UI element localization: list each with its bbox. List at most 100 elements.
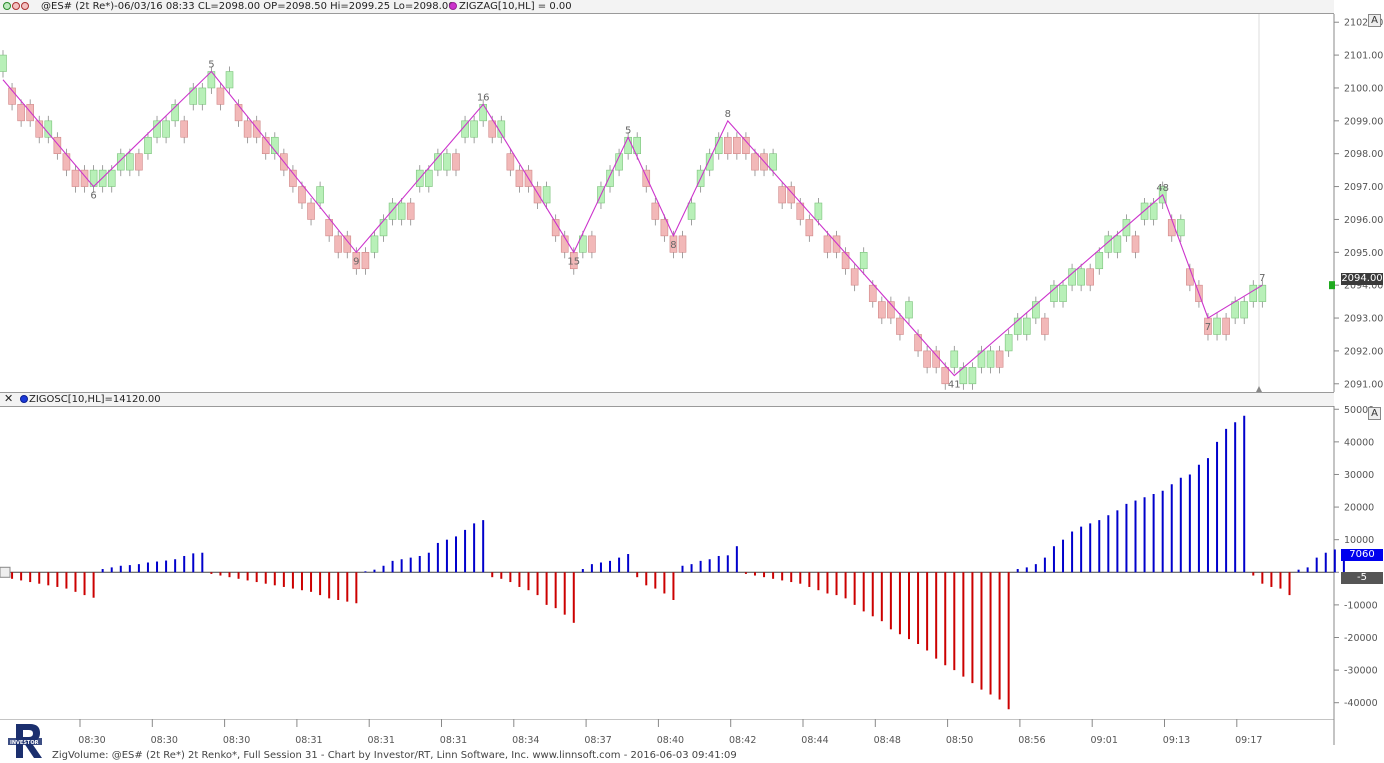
renko-brick — [216, 87, 225, 105]
zigzag-pivot-label: 5 — [208, 60, 214, 71]
renko-brick — [397, 202, 406, 220]
renko-brick — [1032, 301, 1040, 319]
osc-tick-label: 40000 — [1344, 437, 1374, 448]
renko-brick — [986, 350, 995, 368]
zigzag-line — [2, 70, 1263, 377]
renko-brick — [1258, 284, 1267, 302]
osc-tick-label: 20000 — [1344, 503, 1374, 514]
time-label: 09:13 — [1163, 735, 1190, 746]
renko-brick — [678, 235, 687, 253]
price-tick-label: 2101.00 — [1344, 51, 1383, 62]
status-red-icon[interactable] — [12, 2, 20, 10]
time-axis: 08:30 08:30 08:30 08:31 08:31 08:31 08:34 08:37… — [0, 719, 1335, 746]
renko-brick — [261, 136, 270, 154]
price-chart[interactable]: 2102.00 2101.00 2100.00 2099.00 2098.00 2097.… — [0, 14, 1384, 392]
close-pane-icon[interactable]: ✕ — [4, 392, 14, 405]
time-label: 09:01 — [1091, 735, 1118, 746]
instrument-info: @ES# (2t Re*)-06/03/16 08:33 CL=2098.00 … — [41, 1, 455, 12]
renko-brick — [977, 350, 986, 368]
renko-brick — [379, 219, 388, 237]
renko-brick — [1050, 284, 1058, 302]
zigzag-pivot-label: 48 — [1156, 183, 1169, 194]
status-red-icon-2[interactable] — [21, 2, 29, 10]
osc-tick-label: 10000 — [1344, 535, 1374, 546]
zigzag-pivot-label: 7 — [1259, 273, 1265, 284]
renko-brick — [859, 252, 868, 270]
time-label: 09:17 — [1235, 735, 1262, 746]
renko-brick — [968, 367, 977, 385]
price-tick-label: 2096.00 — [1344, 215, 1383, 226]
osc-zero-handle — [0, 566, 11, 578]
renko-brick — [1113, 235, 1122, 253]
renko-brick — [787, 186, 796, 204]
renko-brick — [298, 186, 306, 204]
time-label: 08:31 — [295, 735, 322, 746]
renko-brick — [1086, 268, 1094, 286]
time-label: 08:56 — [1018, 735, 1045, 746]
renko-brick — [343, 235, 352, 253]
renko-brick — [452, 153, 460, 171]
current-bar-marker — [1256, 386, 1262, 392]
renko-brick — [443, 153, 451, 171]
osc-autoscale-button[interactable]: A — [1368, 407, 1381, 420]
renko-brick — [334, 235, 343, 253]
renko-brick — [252, 120, 261, 138]
zigosc-indicator-label[interactable]: ZIGOSC[10,HL]=14120.00 — [29, 394, 161, 405]
renko-brick — [1213, 317, 1221, 335]
zigzag-pivot-label: 15 — [567, 256, 580, 267]
renko-brick — [615, 153, 623, 171]
renko-brick — [660, 219, 669, 237]
status-green-icon[interactable] — [3, 2, 11, 10]
renko-brick — [742, 136, 750, 154]
time-label: 08:37 — [584, 735, 611, 746]
price-tick-label: 2102.00 — [1344, 18, 1383, 29]
price-autoscale-button[interactable]: A — [1368, 14, 1381, 27]
renko-brick — [751, 153, 759, 171]
time-label: 08:30 — [151, 735, 178, 746]
renko-brick — [805, 219, 814, 237]
renko-brick — [171, 104, 179, 122]
renko-brick — [932, 350, 940, 368]
renko-brick — [1231, 301, 1239, 319]
osc-tick-label: 30000 — [1344, 470, 1374, 481]
renko-brick — [144, 136, 152, 154]
renko-brick — [1177, 219, 1185, 237]
osc-pane-header: ✕ ZIGOSC[10,HL]=14120.00 — [0, 392, 1334, 407]
osc-tick-label: -30000 — [1344, 666, 1378, 677]
zigzag-pivot-label: 5 — [625, 125, 631, 136]
renko-brick — [651, 202, 660, 220]
renko-brick — [542, 186, 551, 204]
osc-value-label: 7060 — [1341, 549, 1383, 561]
zigzag-pivot-label: 8 — [725, 109, 731, 120]
renko-brick — [533, 186, 542, 204]
renko-brick — [1059, 284, 1067, 302]
zigzag-color-icon — [449, 2, 457, 10]
renko-brick — [1041, 317, 1049, 335]
renko-brick — [850, 268, 859, 286]
oscillator-chart[interactable]: 50000 40000 30000 20000 10000 -10000 -20000 -30… — [0, 406, 1384, 719]
renko-brick — [941, 367, 950, 385]
renko-brick — [905, 301, 913, 319]
renko-brick — [1013, 317, 1022, 335]
renko-brick — [126, 153, 134, 171]
renko-brick — [868, 284, 877, 302]
price-tick-label: 2097.00 — [1344, 182, 1383, 193]
time-label: 08:44 — [801, 735, 828, 746]
renko-brick — [714, 136, 723, 154]
renko-brick — [515, 169, 524, 187]
renko-brick — [624, 136, 632, 154]
renko-brick — [243, 120, 252, 138]
time-label: 08:31 — [440, 735, 467, 746]
renko-brick — [1004, 334, 1013, 352]
zigzag-indicator-label[interactable]: ZIGZAG[10,HL] = 0.00 — [459, 1, 572, 12]
renko-brick — [896, 317, 904, 335]
renko-brick — [606, 169, 614, 187]
renko-brick — [107, 169, 116, 187]
renko-brick — [1222, 317, 1230, 335]
renko-brick — [923, 350, 931, 368]
time-label: 08:30 — [78, 735, 105, 746]
renko-brick — [80, 169, 89, 187]
price-tick-label: 2099.00 — [1344, 116, 1383, 127]
renko-brick — [189, 87, 198, 105]
renko-brick — [225, 71, 234, 89]
